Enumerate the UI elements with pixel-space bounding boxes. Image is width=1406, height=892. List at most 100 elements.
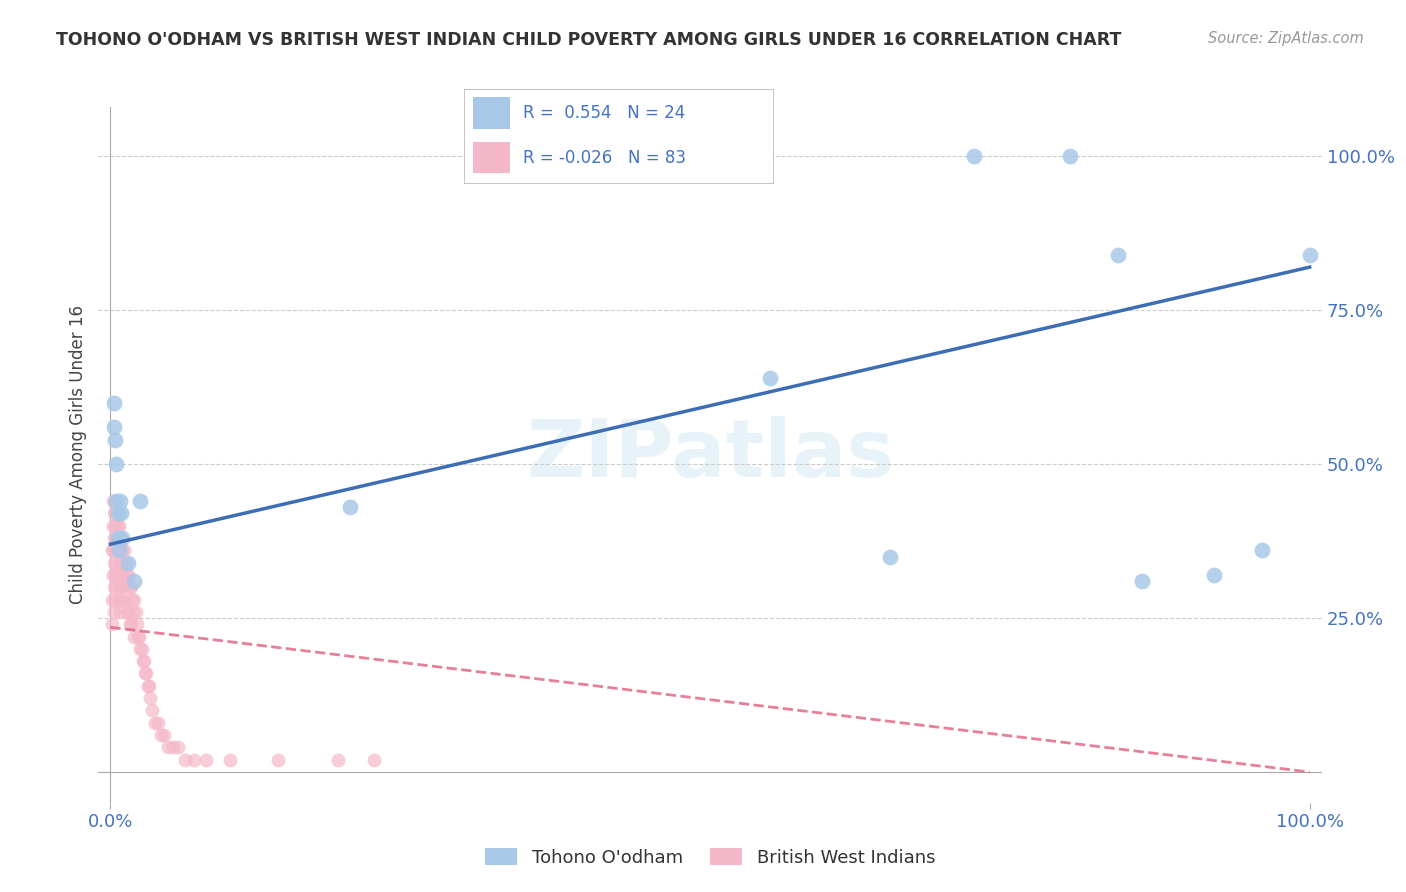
- Point: [101, 518, 124, 533]
- Point: [879, 549, 901, 564]
- Point: [1298, 248, 1320, 262]
- Point: [111, 568, 134, 582]
- Point: [112, 568, 135, 582]
- Point: [129, 494, 152, 508]
- Point: [108, 494, 131, 508]
- Point: [107, 568, 129, 582]
- Point: [131, 641, 153, 656]
- Point: [105, 580, 128, 594]
- Point: [108, 592, 131, 607]
- Point: [105, 556, 128, 570]
- Point: [108, 568, 131, 582]
- Point: [1250, 543, 1272, 558]
- Point: [115, 605, 138, 619]
- Point: [110, 507, 132, 521]
- Point: [120, 580, 142, 594]
- Point: [173, 753, 195, 767]
- Point: [105, 457, 128, 471]
- Point: [117, 605, 139, 619]
- Point: [339, 500, 361, 515]
- Point: [107, 531, 129, 545]
- Point: [127, 630, 149, 644]
- Point: [108, 556, 131, 570]
- Point: [111, 543, 134, 558]
- Point: [125, 617, 148, 632]
- Point: [105, 507, 128, 521]
- Point: [101, 568, 124, 582]
- Point: [112, 543, 135, 558]
- Point: [108, 543, 131, 558]
- Point: [104, 592, 127, 607]
- Point: [117, 556, 139, 570]
- Point: [108, 531, 131, 545]
- Point: [115, 568, 138, 582]
- Point: [108, 518, 131, 533]
- Point: [121, 592, 143, 607]
- FancyBboxPatch shape: [474, 142, 510, 173]
- Point: [114, 556, 136, 570]
- Point: [103, 556, 125, 570]
- Point: [104, 543, 127, 558]
- Point: [166, 740, 188, 755]
- Point: [129, 641, 152, 656]
- Point: [105, 494, 128, 508]
- Text: R = -0.026   N = 83: R = -0.026 N = 83: [523, 149, 686, 167]
- Point: [111, 592, 134, 607]
- Point: [108, 605, 131, 619]
- Point: [107, 543, 129, 558]
- Point: [1107, 248, 1129, 262]
- Point: [103, 395, 125, 409]
- Point: [103, 605, 125, 619]
- Text: TOHONO O'ODHAM VS BRITISH WEST INDIAN CHILD POVERTY AMONG GIRLS UNDER 16 CORRELA: TOHONO O'ODHAM VS BRITISH WEST INDIAN CH…: [56, 31, 1122, 49]
- Point: [122, 605, 145, 619]
- Point: [124, 574, 146, 589]
- Point: [107, 518, 129, 533]
- Point: [108, 543, 131, 558]
- Point: [138, 679, 160, 693]
- Point: [103, 420, 125, 434]
- Point: [103, 507, 125, 521]
- Point: [759, 371, 782, 385]
- Point: [118, 617, 141, 632]
- Text: R =  0.554   N = 24: R = 0.554 N = 24: [523, 103, 685, 121]
- Point: [195, 753, 218, 767]
- Point: [103, 531, 125, 545]
- Point: [363, 753, 385, 767]
- Point: [1202, 568, 1225, 582]
- Point: [963, 149, 986, 163]
- Point: [100, 617, 122, 632]
- Point: [118, 580, 141, 594]
- Point: [328, 753, 350, 767]
- Text: ZIPatlas: ZIPatlas: [526, 416, 894, 494]
- Point: [110, 556, 132, 570]
- Point: [117, 568, 139, 582]
- Point: [107, 507, 129, 521]
- Point: [136, 679, 159, 693]
- Point: [1130, 574, 1153, 589]
- Point: [104, 518, 127, 533]
- Point: [124, 605, 146, 619]
- Legend: Tohono O'odham, British West Indians: Tohono O'odham, British West Indians: [478, 840, 942, 874]
- Point: [183, 753, 205, 767]
- Point: [124, 630, 146, 644]
- Y-axis label: Child Poverty Among Girls Under 16: Child Poverty Among Girls Under 16: [69, 305, 87, 605]
- Point: [148, 715, 170, 730]
- Point: [132, 654, 155, 668]
- Point: [111, 531, 134, 545]
- Point: [104, 433, 127, 447]
- Point: [134, 666, 156, 681]
- Point: [267, 753, 290, 767]
- Point: [115, 556, 138, 570]
- Point: [105, 531, 128, 545]
- Point: [219, 753, 242, 767]
- Point: [101, 494, 124, 508]
- Point: [124, 592, 146, 607]
- Point: [128, 630, 150, 644]
- Text: Source: ZipAtlas.com: Source: ZipAtlas.com: [1208, 31, 1364, 46]
- Point: [1059, 149, 1081, 163]
- Point: [139, 691, 162, 706]
- Point: [153, 728, 176, 742]
- Point: [132, 654, 155, 668]
- Point: [110, 531, 132, 545]
- Point: [108, 580, 131, 594]
